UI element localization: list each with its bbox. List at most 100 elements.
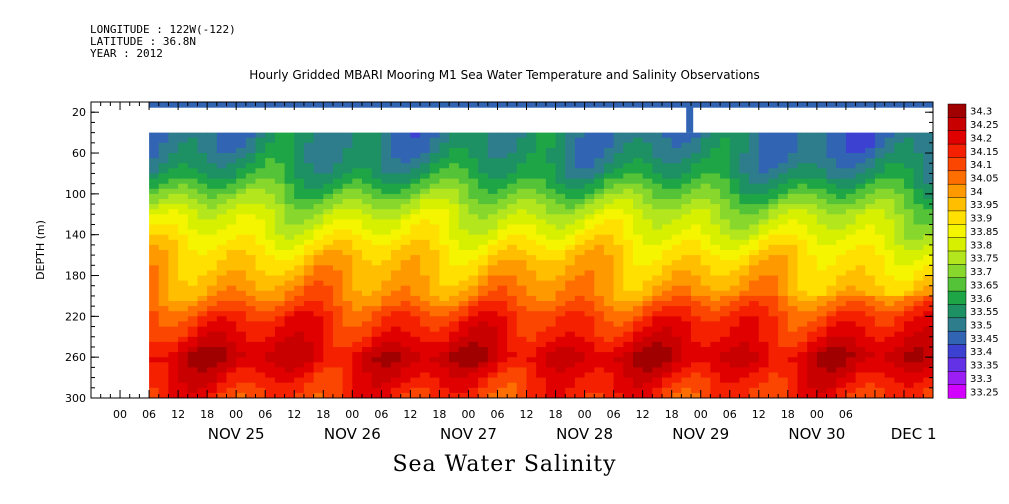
heatmap-cell bbox=[787, 362, 799, 368]
heatmap-cell bbox=[865, 153, 876, 159]
heatmap-cell bbox=[468, 199, 479, 205]
heatmap-cell bbox=[623, 326, 634, 333]
heatmap-cell bbox=[545, 137, 557, 144]
heatmap-cell bbox=[303, 367, 315, 374]
heatmap-cell bbox=[274, 163, 286, 169]
heatmap-cell bbox=[294, 255, 305, 261]
heatmap-cell bbox=[284, 209, 295, 215]
heatmap-cell bbox=[904, 290, 915, 297]
heatmap-cell bbox=[333, 102, 344, 108]
heatmap-cell bbox=[468, 270, 479, 277]
heatmap-cell bbox=[739, 326, 750, 333]
heatmap-cell bbox=[381, 331, 392, 338]
heatmap-cell bbox=[526, 260, 537, 266]
heatmap-cell bbox=[768, 204, 779, 210]
heatmap-cell bbox=[826, 147, 837, 154]
heatmap-cell bbox=[429, 275, 440, 282]
heatmap-cell bbox=[671, 341, 682, 348]
heatmap-cell bbox=[826, 387, 837, 394]
heatmap-cell bbox=[836, 239, 847, 246]
heatmap-cell bbox=[439, 387, 450, 394]
heatmap-cell bbox=[536, 357, 547, 363]
heatmap-cell bbox=[458, 163, 470, 169]
heatmap-cell bbox=[468, 372, 479, 379]
heatmap-cell bbox=[923, 153, 933, 159]
heatmap-cell bbox=[274, 132, 286, 139]
heatmap-cell bbox=[633, 219, 644, 226]
heatmap-cell bbox=[507, 290, 518, 297]
heatmap-cell bbox=[458, 183, 470, 190]
heatmap-cell bbox=[574, 214, 586, 220]
heatmap-cell bbox=[449, 347, 460, 353]
heatmap-cell bbox=[391, 352, 402, 358]
heatmap-cell bbox=[923, 260, 933, 266]
heatmap-cell bbox=[255, 362, 266, 368]
heatmap-cell bbox=[381, 168, 392, 174]
heatmap-cell bbox=[652, 382, 663, 389]
heatmap-cell bbox=[584, 331, 595, 338]
heatmap-cell bbox=[642, 285, 653, 292]
heatmap-cell bbox=[400, 199, 411, 205]
colorbar-swatch bbox=[947, 117, 967, 132]
heatmap-cell bbox=[720, 392, 731, 398]
heatmap-cell bbox=[768, 193, 779, 200]
heatmap-cell bbox=[855, 229, 866, 236]
heatmap-cell bbox=[574, 158, 586, 164]
heatmap-cell bbox=[294, 392, 305, 398]
heatmap-cell bbox=[710, 321, 721, 328]
heatmap-cell bbox=[603, 173, 615, 180]
heatmap-cell bbox=[294, 188, 305, 195]
heatmap-cell bbox=[633, 290, 644, 297]
heatmap-cell bbox=[623, 168, 634, 174]
heatmap-cell bbox=[739, 229, 750, 236]
heatmap-cell bbox=[574, 229, 586, 236]
heatmap-cell bbox=[381, 270, 392, 277]
colorbar-swatch bbox=[947, 317, 967, 332]
heatmap-cell bbox=[778, 311, 789, 317]
heatmap-cell bbox=[662, 250, 673, 256]
heatmap-cell bbox=[574, 275, 586, 282]
heatmap-cell bbox=[797, 224, 808, 231]
heatmap-cell bbox=[226, 352, 237, 358]
heatmap-cell bbox=[865, 372, 876, 379]
heatmap-cell bbox=[207, 336, 218, 343]
heatmap-cell bbox=[410, 331, 421, 338]
heatmap-cell bbox=[565, 229, 576, 236]
heatmap-cell bbox=[671, 178, 682, 185]
heatmap-cell bbox=[884, 352, 895, 358]
heatmap-cell bbox=[478, 392, 489, 398]
heatmap-cell bbox=[410, 188, 421, 195]
heatmap-cell bbox=[603, 311, 615, 317]
heatmap-cell bbox=[468, 336, 479, 343]
heatmap-cell bbox=[487, 270, 499, 277]
heatmap-cell bbox=[720, 188, 731, 195]
heatmap-cell bbox=[187, 326, 199, 333]
heatmap-cell bbox=[149, 285, 160, 292]
heatmap-cell bbox=[352, 178, 363, 185]
heatmap-cell bbox=[758, 341, 770, 348]
heatmap-cell bbox=[691, 168, 702, 174]
heatmap-cell bbox=[565, 244, 576, 251]
heatmap-cell bbox=[584, 367, 595, 374]
heatmap-cell bbox=[274, 214, 286, 220]
heatmap-cell bbox=[478, 147, 489, 154]
heatmap-cell bbox=[574, 250, 586, 256]
heatmap-cell bbox=[216, 178, 228, 185]
heatmap-cell bbox=[574, 239, 586, 246]
heatmap-cell bbox=[458, 316, 470, 322]
heatmap-cell bbox=[187, 102, 199, 108]
heatmap-cell bbox=[178, 219, 189, 226]
heatmap-cell bbox=[526, 321, 537, 328]
heatmap-cell bbox=[487, 326, 499, 333]
heatmap-cell bbox=[739, 347, 750, 353]
x-tick-label: 12 bbox=[636, 408, 650, 421]
heatmap-cell bbox=[816, 367, 828, 374]
heatmap-cell bbox=[603, 260, 615, 266]
heatmap-cell bbox=[391, 275, 402, 282]
heatmap-cell bbox=[681, 255, 692, 261]
heatmap-cell bbox=[274, 392, 286, 398]
heatmap-cell bbox=[923, 336, 933, 343]
heatmap-cell bbox=[681, 229, 692, 236]
heatmap-cell bbox=[333, 285, 344, 292]
heatmap-cell bbox=[410, 204, 421, 210]
